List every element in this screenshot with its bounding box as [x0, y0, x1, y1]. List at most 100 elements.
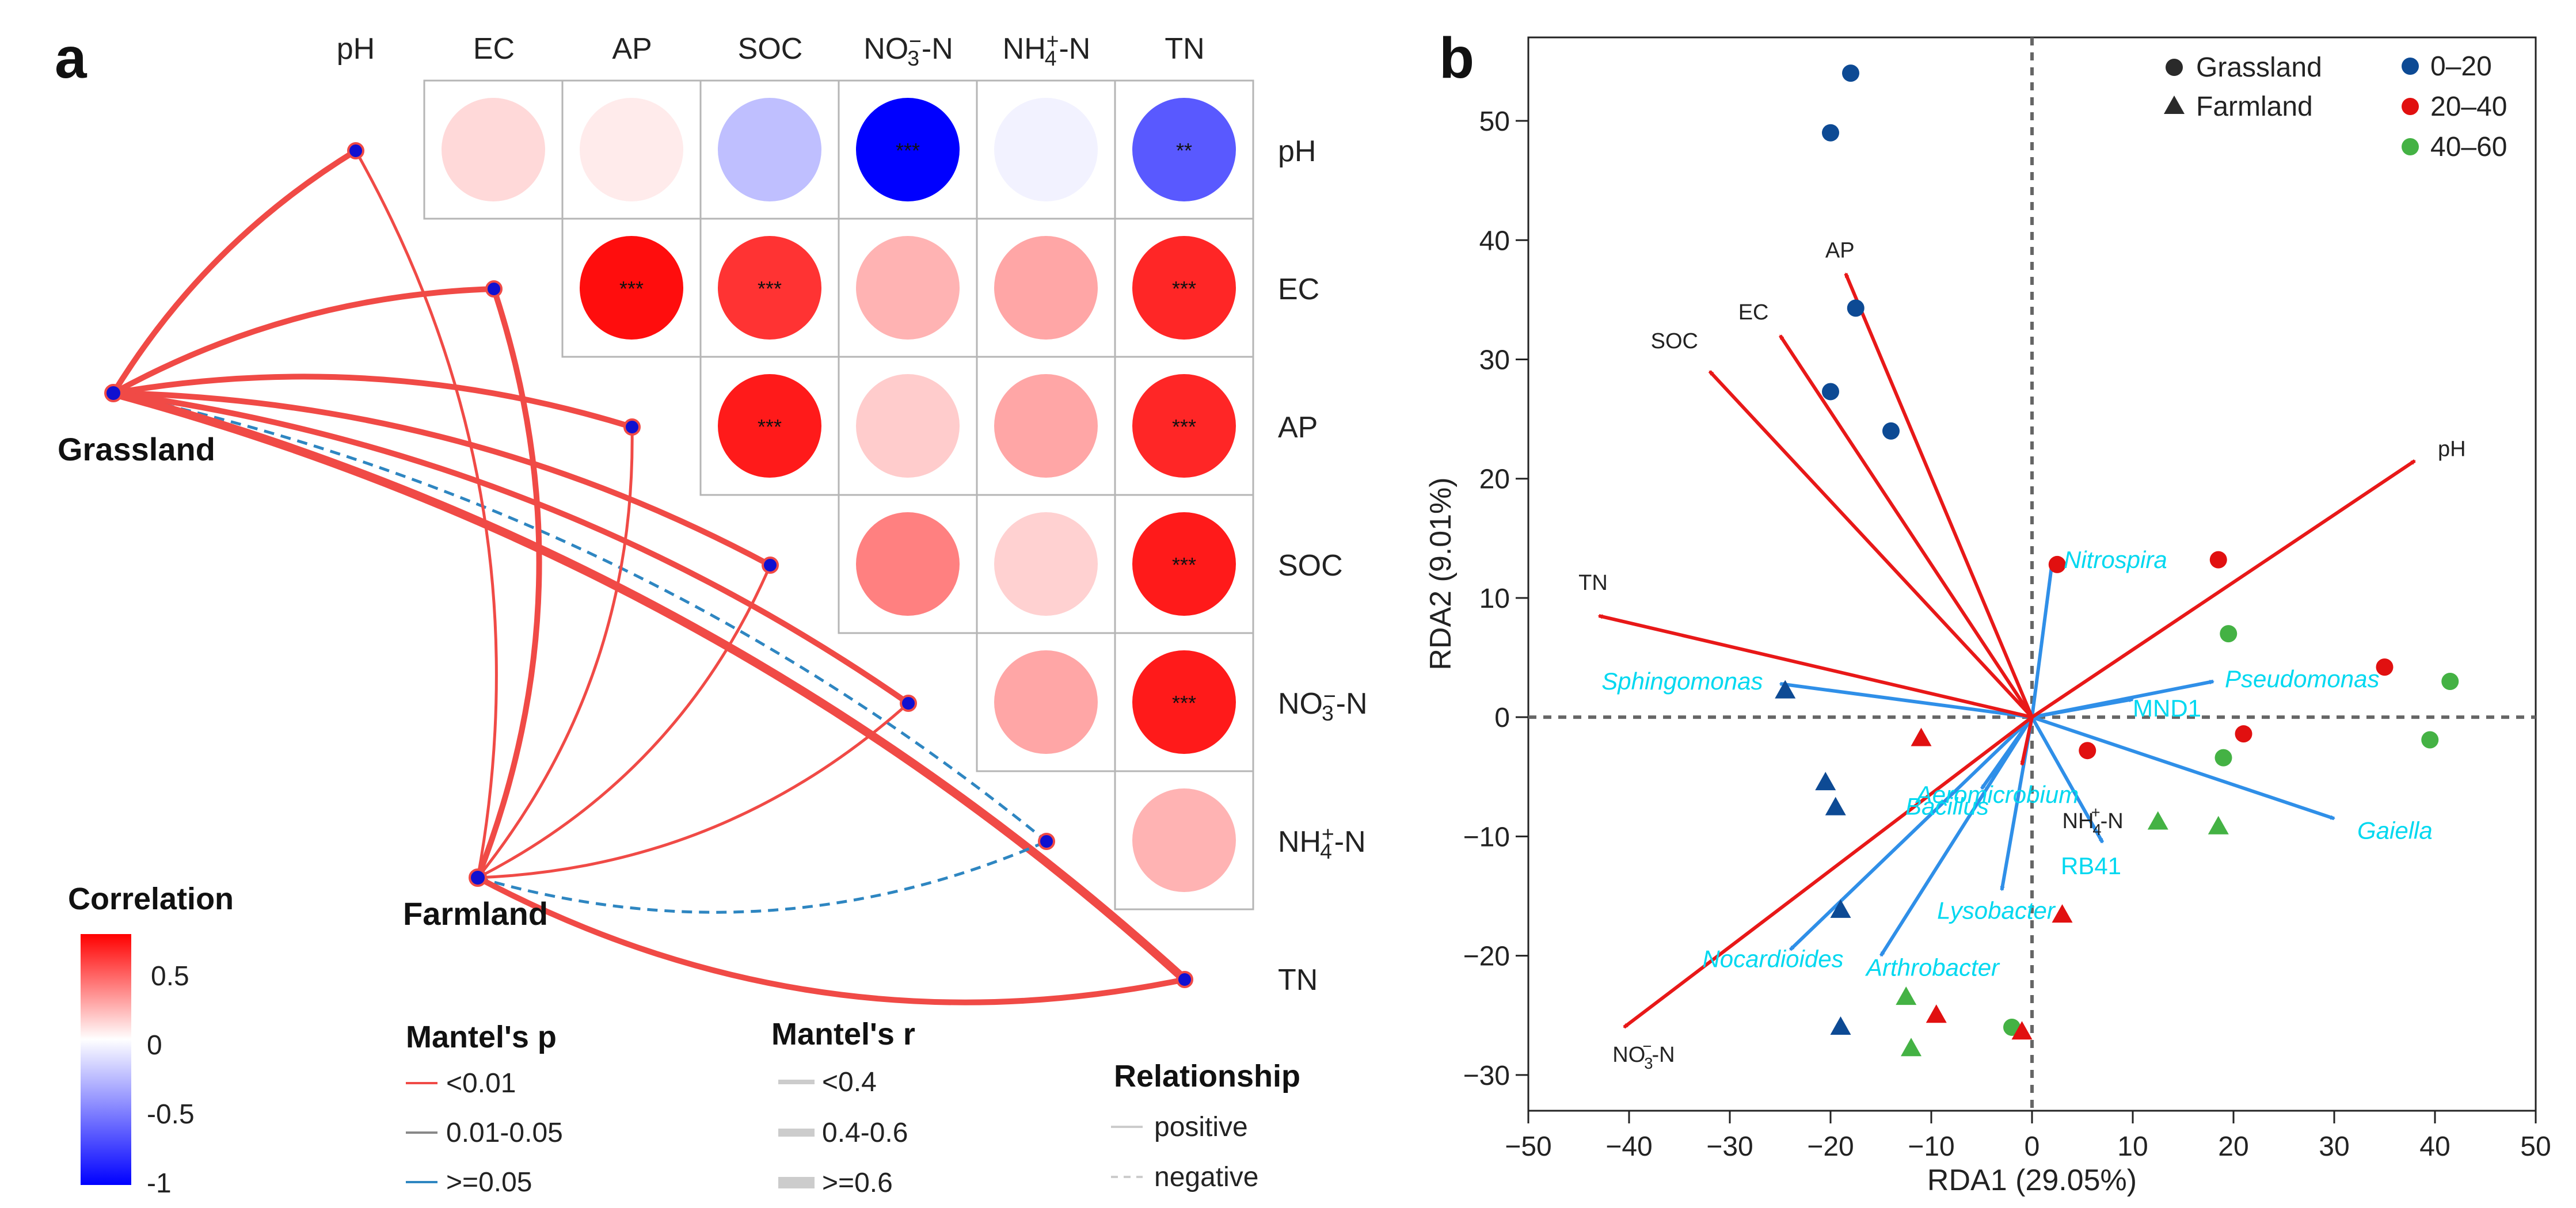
point-0: [1842, 64, 1859, 82]
legend-r-item-0: <0.4: [822, 1067, 877, 1098]
corr-circle-ph-ec: [442, 98, 545, 201]
node-no3-n: [900, 695, 917, 712]
point-12: [2421, 731, 2439, 749]
legend-r-item-2: >=0.6: [822, 1168, 893, 1198]
species-vector-nocardioides: [1789, 716, 2034, 951]
corr-circle-ec-no3-n: [856, 236, 960, 340]
legend-p-item-1: 0.01-0.05: [446, 1118, 563, 1148]
legend-rel-item-0: positive: [1154, 1112, 1248, 1142]
col-header-ap: AP: [612, 32, 652, 66]
node-soc: [762, 557, 779, 574]
corr-circle-nh4-n-tn: [1132, 788, 1236, 892]
x-tick-label-5: 0: [2025, 1131, 2040, 1162]
row-label-ec: EC: [1278, 273, 1319, 306]
sig-no3-n-tn: ***: [1172, 691, 1196, 715]
legend-depth-dot-2: [2402, 138, 2419, 155]
site-nodes: Grassland Farmland: [58, 142, 1193, 988]
site-node-farmland: [469, 868, 487, 887]
corr-circle-soc-tn: [1132, 512, 1236, 616]
colorbar-title: Correlation: [68, 882, 234, 916]
x-tick-label-3: −20: [1807, 1131, 1854, 1162]
row-label-ph: pH: [1278, 135, 1316, 168]
corr-circle-ec-ap: [580, 236, 683, 340]
site-label-grassland: Grassland: [58, 431, 215, 467]
x-tick-label-8: 30: [2319, 1131, 2349, 1162]
col-header-soc: SOC: [738, 32, 803, 66]
cell-nh4-n-tn: [1114, 770, 1254, 910]
y-tick-label-1: −20: [1463, 942, 1510, 972]
env-label-nh4-n: NH4+-N: [2063, 803, 2124, 839]
point-6: [2209, 551, 2227, 569]
point-9: [2079, 742, 2096, 760]
link-grassland-nh4-n: [113, 391, 1048, 843]
plot-frame: [1527, 36, 2537, 1112]
site-node-grassland: [104, 384, 123, 402]
y-tick-label-6: 30: [1479, 345, 1510, 376]
corr-circle-ap-tn: [1132, 374, 1236, 478]
y-tick-label-3: 0: [1494, 703, 1510, 733]
point-23: [2011, 1021, 2033, 1040]
col-header-ph: pH: [337, 32, 375, 66]
col-header-tn: TN: [1165, 32, 1204, 66]
species-vector-arthrobacter: [1879, 716, 2034, 957]
species-label-gaiella: Gaiella: [2357, 817, 2433, 844]
x-tick-label-4: −10: [1908, 1131, 1954, 1162]
panel-a-label: a: [55, 26, 87, 90]
corr-circle-ec-soc: [718, 236, 821, 340]
env-label-ap: AP: [1825, 238, 1855, 262]
link-grassland-tn: [112, 388, 1188, 983]
y-tick-label-0: −30: [1463, 1061, 1510, 1091]
point-26: [1896, 986, 1917, 1005]
node-tn: [1176, 971, 1193, 988]
link-grassland-no3-n: [113, 390, 910, 706]
species-label-arthrobacter: Arthrobacter: [1865, 954, 2000, 981]
corr-circle-soc-nh4-n: [994, 512, 1098, 616]
species-label-lysobacter: Lysobacter: [1937, 897, 2056, 924]
point-24: [2147, 811, 2168, 830]
species-vector-rb41: [2030, 716, 2105, 844]
row-label-ap: AP: [1278, 411, 1318, 444]
y-tick-label-7: 40: [1479, 226, 1510, 256]
legend-mantel-r: Mantel's r <0.4 0.4-0.6 >=0.6: [771, 1017, 915, 1198]
corr-circle-ap-soc: [718, 374, 821, 478]
correlation-grid: *** ***** *** ****** *********: [423, 79, 1254, 910]
rda-vectors: [1597, 272, 2416, 1029]
point-20: [1911, 727, 1932, 746]
legend-shape-grassland: [2166, 59, 2183, 76]
legend-r-item-1: 0.4-0.6: [822, 1118, 908, 1148]
y-tick-label-4: 10: [1479, 584, 1510, 614]
legend-shape-label-farmland: Farmland: [2196, 92, 2313, 122]
point-4: [1882, 422, 1900, 440]
link-farmland-ap: [477, 426, 634, 879]
corr-circle-ph-ap: [580, 98, 683, 201]
node-nh4-n: [1038, 833, 1055, 850]
point-27: [1901, 1038, 1921, 1057]
corr-circle-ph-soc: [718, 98, 821, 201]
link-grassland-ap: [113, 374, 633, 430]
point-5: [2048, 555, 2066, 573]
point-10: [2220, 625, 2238, 643]
species-label-rb41: RB41: [2061, 852, 2121, 879]
col-header-ec: EC: [473, 32, 515, 66]
legend-depth-label-2: 40–60: [2430, 132, 2507, 162]
point-25: [2208, 816, 2229, 834]
sig-ec-ap: ***: [619, 277, 644, 300]
corr-circle-ph-tn: [1132, 98, 1236, 201]
row-label-tn: TN: [1278, 963, 1318, 997]
x-tick-label-1: −40: [1605, 1131, 1652, 1162]
legend-depth-dot-0: [2402, 58, 2419, 75]
corr-circle-ph-no3-n: [856, 98, 960, 201]
species-vector-gaiella: [2031, 715, 2335, 821]
sig-ph-tn: **: [1176, 139, 1192, 162]
node-ap: [623, 418, 641, 436]
row-label-nh4-n: NH4+-N: [1278, 822, 1366, 863]
species-label-aeromicrobium: Aeromicrobium: [1915, 781, 2079, 808]
x-tick-label-0: −50: [1505, 1131, 1551, 1162]
env-vector-ph: [2031, 459, 2416, 719]
legend-r-title: Mantel's r: [771, 1017, 915, 1051]
species-label-sphingomonas: Sphingomonas: [1601, 668, 1763, 695]
zero-lines: [1528, 37, 2536, 1111]
point-16: [1815, 772, 1836, 791]
env-label-soc: SOC: [1651, 329, 1698, 353]
